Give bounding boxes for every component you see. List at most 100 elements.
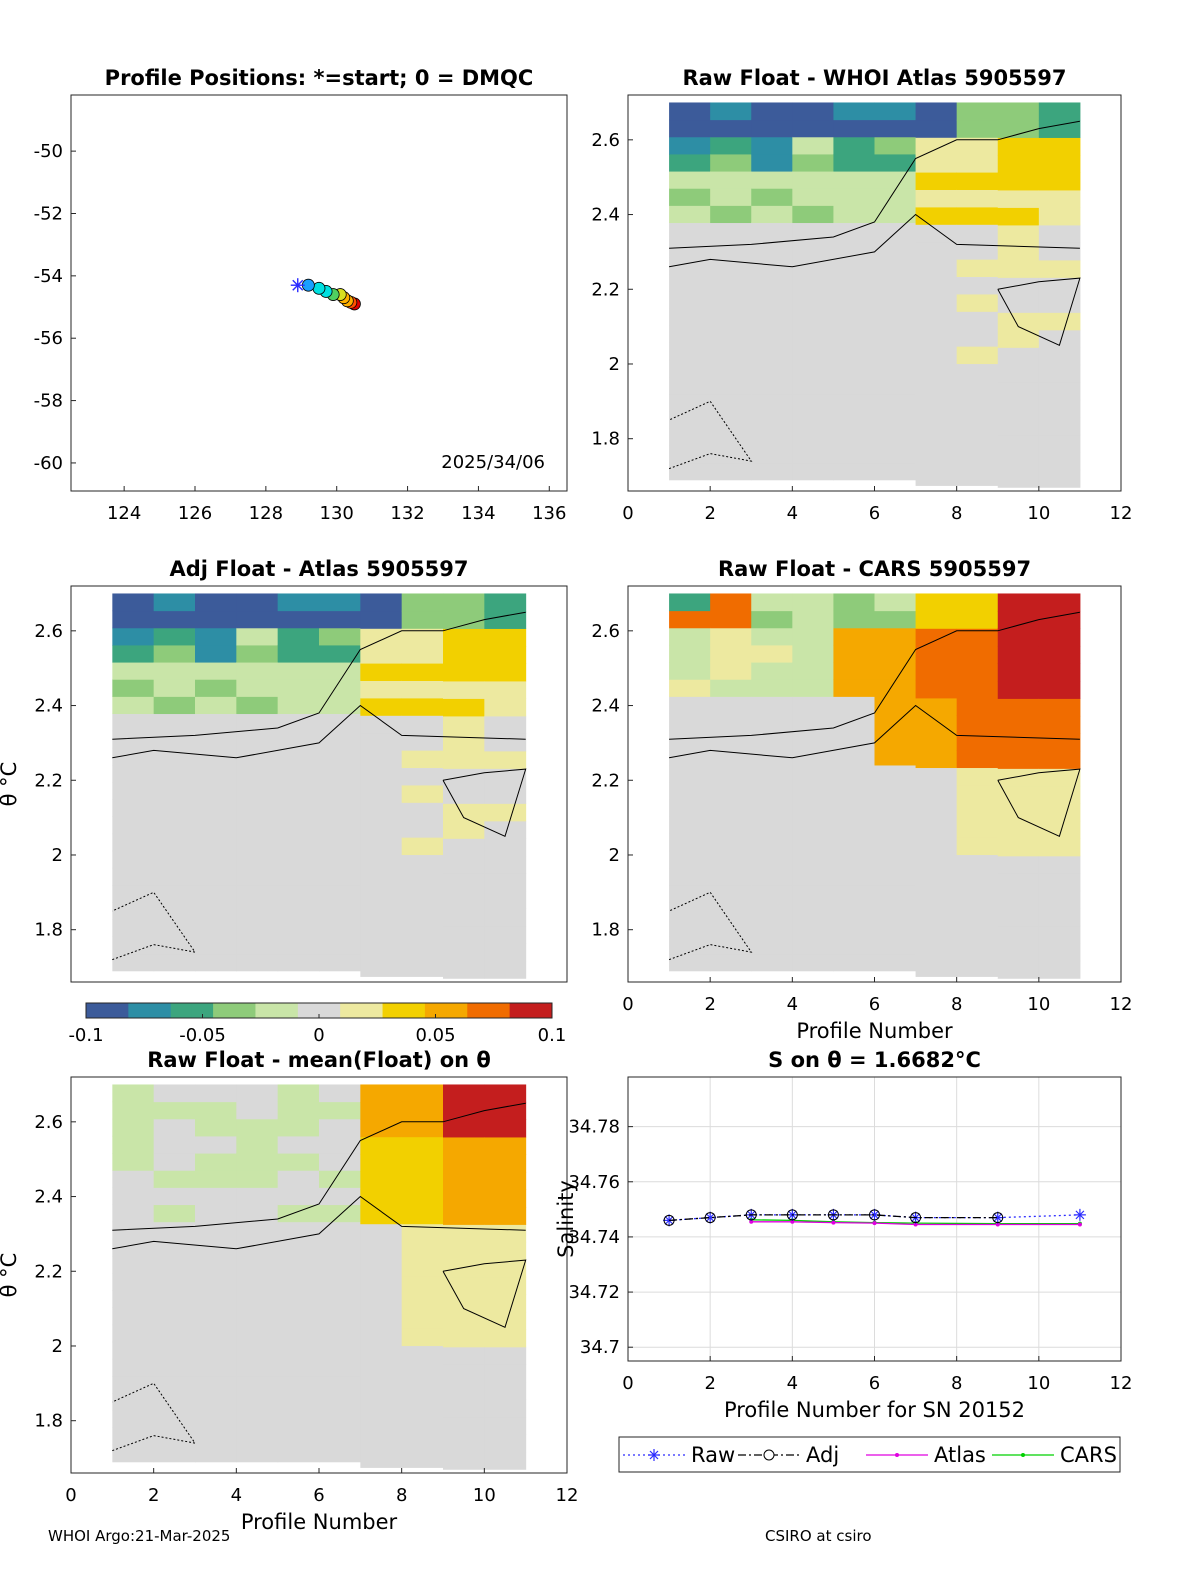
raw-star-stroke	[1075, 1210, 1085, 1220]
heatmap-cell	[153, 1118, 196, 1137]
heatmap-cell	[236, 1204, 279, 1223]
heatmap-cell	[443, 1259, 485, 1278]
heatmap-cell	[195, 1290, 237, 1308]
heatmap-cell	[443, 1346, 485, 1365]
heatmap-cell	[874, 428, 917, 446]
heatmap-cell	[833, 919, 875, 937]
heatmap-cell	[401, 645, 444, 664]
heatmap-cell	[277, 1444, 320, 1463]
heatmap-cell	[195, 644, 237, 663]
heatmap-cell	[153, 1101, 196, 1120]
heatmap-cell	[874, 816, 917, 835]
y-tick-label: 2	[52, 845, 63, 866]
heatmap-cell	[874, 833, 917, 852]
heatmap-cell	[833, 428, 875, 446]
heatmap-cell	[153, 1221, 196, 1240]
heatmap-cell	[443, 1399, 485, 1418]
heatmap-cell	[997, 943, 1040, 962]
legend: Raw Adj Atlas CARS	[618, 1436, 1121, 1473]
heatmap-cell	[319, 662, 361, 680]
y-tick-label: -52	[34, 203, 63, 224]
heatmap-cell	[443, 1451, 485, 1470]
heatmap-cell	[236, 919, 279, 937]
heatmap-cell	[956, 906, 999, 925]
heatmap-cell	[1038, 645, 1081, 664]
heatmap-cell	[956, 467, 999, 486]
heatmap-cell	[153, 919, 196, 937]
heatmap-cell	[710, 359, 752, 378]
heatmap-cell	[277, 1135, 320, 1154]
heatmap-cell	[401, 1188, 444, 1207]
heatmap-cell	[669, 713, 711, 732]
heatmap-cell	[833, 764, 875, 783]
heatmap-cell	[1038, 137, 1081, 156]
y-axis-label: θ °C	[0, 762, 21, 807]
heatmap-cell	[153, 1444, 196, 1463]
heatmap-cell	[112, 1376, 155, 1394]
heatmap-cell	[710, 273, 752, 292]
heatmap-cell	[792, 610, 834, 629]
heatmap-cell	[443, 1276, 485, 1295]
heatmap-cell	[319, 816, 361, 835]
heatmap-cell	[915, 137, 958, 156]
heatmap-cell	[112, 764, 155, 783]
heatmap-cell	[1038, 154, 1081, 173]
heatmap-cell	[277, 1376, 320, 1394]
axes-frame	[70, 94, 568, 492]
heatmap-cell	[997, 645, 1040, 664]
heatmap-cell	[751, 376, 793, 395]
heatmap-cell	[915, 941, 958, 960]
colorbar-segment	[509, 1003, 532, 1018]
heatmap-cell	[792, 713, 834, 732]
heatmap-cell	[443, 1434, 485, 1453]
heatmap-cell	[484, 890, 527, 909]
y-tick-label: 1.8	[591, 920, 620, 941]
y-tick-label: 2.4	[34, 696, 63, 717]
heatmap-cell	[401, 1136, 444, 1155]
heatmap-cell	[997, 434, 1040, 453]
heatmap-cell	[792, 239, 834, 258]
y-tick-label: 34.7	[580, 1337, 620, 1358]
heatmap-cell	[360, 854, 403, 873]
heatmap-cell	[833, 782, 875, 800]
heatmap-cell	[751, 411, 793, 429]
heatmap-cell	[669, 445, 711, 464]
heatmap-cell	[669, 222, 711, 241]
heatmap-cell	[236, 1376, 279, 1394]
heatmap-cell	[874, 747, 917, 766]
heatmap-cell	[360, 1415, 403, 1434]
heatmap-cell	[360, 680, 403, 699]
heatmap-cell	[956, 259, 999, 278]
colorbar-tick-label: 0.05	[415, 1025, 455, 1046]
heatmap-cell	[277, 919, 320, 937]
heatmap-cell	[112, 850, 155, 869]
heatmap-cell	[997, 242, 1040, 261]
colorbar-segment	[488, 1003, 511, 1018]
heatmap-cell	[833, 696, 875, 715]
heatmap-cell	[956, 450, 999, 469]
heatmap-cell	[669, 376, 711, 395]
heatmap-cell	[751, 713, 793, 732]
y-tick-label: 34.76	[568, 1172, 620, 1193]
y-tick-label: 34.78	[568, 1117, 620, 1138]
heatmap-cell	[319, 1444, 361, 1463]
chart-title: Raw Float - mean(Float) on θ	[147, 1048, 491, 1072]
heatmap-cell	[997, 294, 1040, 313]
heatmap-cell	[153, 1427, 196, 1446]
heatmap-cell	[277, 764, 320, 783]
heatmap-cell	[484, 1241, 527, 1260]
heatmap-cell	[956, 189, 999, 208]
heatmap-cell	[153, 679, 196, 697]
heatmap-cell	[484, 1329, 527, 1348]
heatmap-cell	[792, 325, 834, 344]
x-tick-label: 6	[869, 503, 880, 524]
heatmap-cell	[669, 428, 711, 446]
heatmap-cell	[792, 885, 834, 903]
heatmap-cell	[360, 889, 403, 908]
heatmap-cell	[484, 628, 527, 647]
heatmap-cell	[360, 1084, 403, 1103]
heatmap-cell	[319, 1204, 361, 1223]
heatmap-cell	[751, 325, 793, 344]
heatmap-cell	[277, 1393, 320, 1411]
heatmap-cell	[751, 102, 793, 121]
